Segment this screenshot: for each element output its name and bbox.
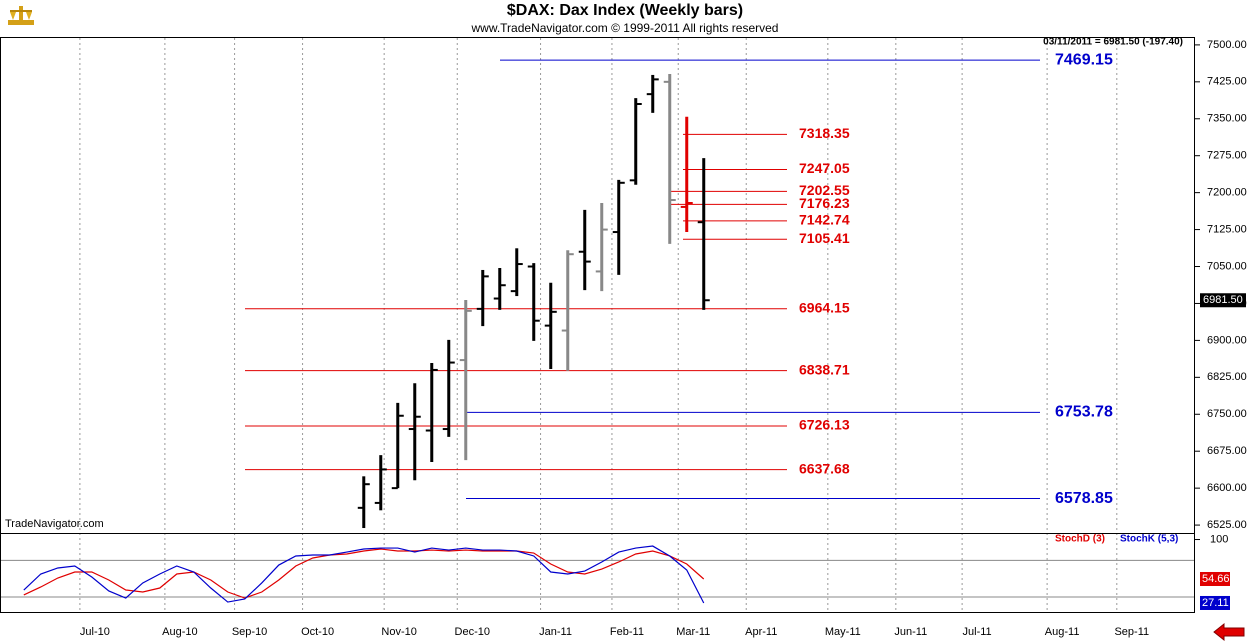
watermark: TradeNavigator.com [5,518,104,530]
y-tick-label: 100 [1210,533,1228,545]
y-tick-label: 7425.00 [1207,76,1247,88]
y-tick-label: 6525.00 [1207,519,1247,531]
last-price-box [1200,293,1246,308]
x-tick-label: Oct-10 [301,626,334,638]
x-tick-label: Nov-10 [381,626,416,638]
x-tick-label: Jan-11 [539,626,572,638]
x-tick-label: Sep-10 [232,626,267,638]
level-label: 7142.74 [799,212,850,228]
level-label: 6726.13 [799,417,850,433]
x-tick-label: Mar-11 [676,626,710,638]
level-label: 6838.71 [799,361,850,377]
level-label: 7176.23 [799,195,850,211]
plot-frame [0,37,1195,613]
scroll-arrow[interactable] [1213,622,1245,642]
x-tick-label: Apr-11 [745,626,777,638]
price-info: 03/11/2011 = 6981.50 (-197.40) [1043,37,1183,48]
y-tick-label: 7275.00 [1207,150,1247,162]
x-tick-label: May-11 [825,626,861,638]
level-label: 7247.05 [799,160,850,176]
legend-entry: StochK (5,3) [1120,534,1178,545]
y-tick-label: 6900.00 [1207,334,1247,346]
logo [8,6,34,25]
level-label: 6578.85 [1055,490,1113,507]
grid-layer [0,38,1200,613]
y-tick-label: 7500.00 [1207,39,1247,51]
chart-subtitle: www.TradeNavigator.com © 1999-2011 All r… [471,21,779,35]
last-value-label: 54.66 [1202,573,1230,585]
level-label: 6964.15 [799,300,850,316]
x-tick-label: Feb-11 [610,626,644,638]
x-tick-label: Jul-11 [963,626,992,638]
legend-entry: StochD (3) [1055,534,1105,545]
level-label: 7202.55 [799,182,850,198]
x-tick-label: Aug-10 [162,626,197,638]
x-tick-label: Dec-10 [455,626,490,638]
last-value-label: 27.11 [1202,597,1229,609]
y-tick-label: 6675.00 [1207,445,1247,457]
last-value-box [1200,595,1230,610]
level-label: 7105.41 [799,230,850,246]
y-tick-label: 7125.00 [1207,223,1247,235]
last-price-label: 6981.50 [1203,294,1243,306]
y-tick-label: 7350.00 [1207,113,1247,125]
y-tick-label: 7200.00 [1207,187,1247,199]
level-label: 7318.35 [799,125,850,141]
y-tick-label: 7050.00 [1207,260,1247,272]
stoch-line [23,545,705,604]
x-tick-label: Jun-11 [894,626,927,638]
x-tick-label: Aug-11 [1045,626,1080,638]
x-tick-label: Sep-11 [1114,626,1149,638]
chart-title: $DAX: Dax Index (Weekly bars) [507,2,743,19]
y-tick-label: 6825.00 [1207,371,1247,383]
stoch-line [23,548,705,599]
last-value-box [1200,571,1230,586]
y-tick-label: 6600.00 [1207,482,1247,494]
level-label: 6637.68 [799,460,850,476]
level-label: 6753.78 [1055,404,1113,421]
x-tick-label: Jul-10 [80,626,110,638]
y-tick-label: 6750.00 [1207,408,1247,420]
marks-layer: 7500.00 7425.00 7350.00 7275.00 7200.00 7125.… [23,39,1247,638]
level-label: 7469.15 [1055,51,1113,68]
